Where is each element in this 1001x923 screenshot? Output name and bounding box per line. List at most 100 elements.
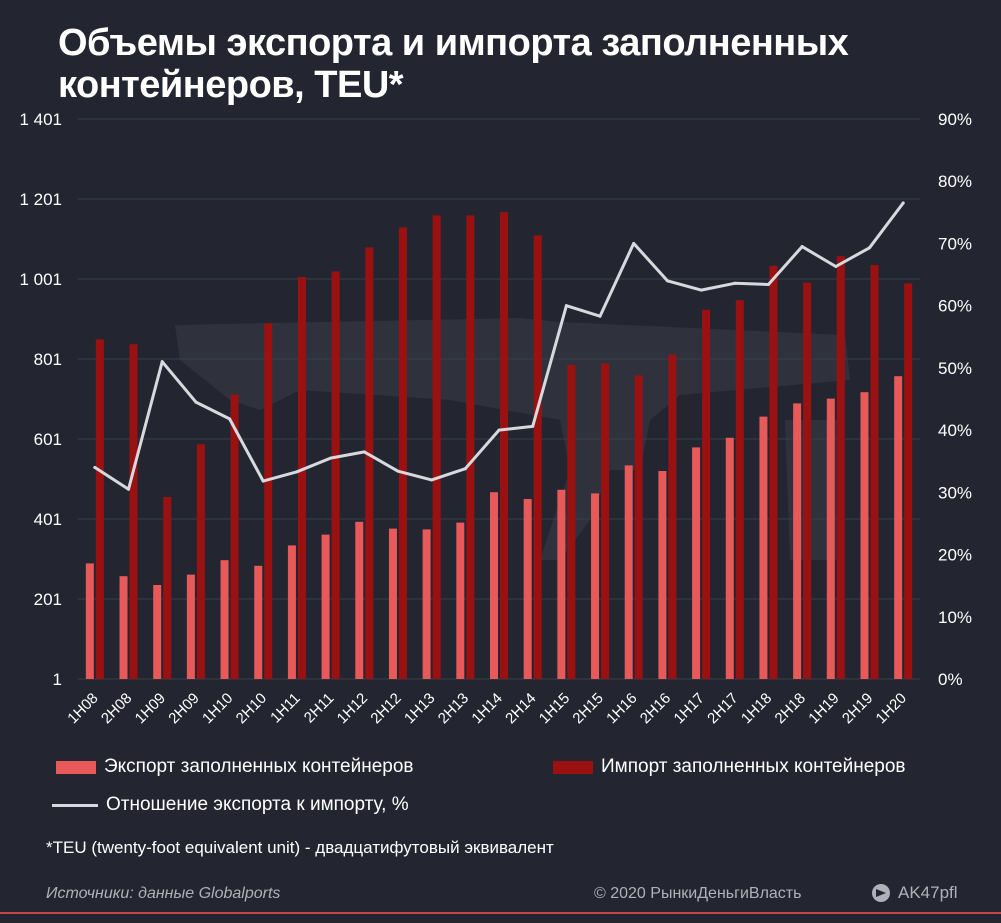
ratio-point (362, 450, 366, 454)
import-bar (331, 271, 340, 679)
export-bar (186, 574, 195, 679)
import-bar (95, 339, 104, 679)
x-tick-label: 1H12 (334, 690, 371, 727)
x-tick-label: 1H20 (873, 690, 910, 727)
brand-label: AK47pfl (898, 883, 958, 902)
x-tick-label: 1H14 (468, 690, 505, 727)
import-bar (668, 354, 677, 679)
bars-layer (85, 212, 913, 679)
import-bar (735, 300, 744, 679)
footer-bar: Источники: данные Globalports © 2020 Рын… (0, 876, 1001, 914)
y-left-tick-label: 401 (34, 510, 62, 529)
x-tick-label: 1H19 (805, 690, 842, 727)
ratio-point (834, 264, 838, 268)
import-bar (634, 375, 643, 679)
legend-export: Экспорт заполненных контейнеров (56, 756, 414, 778)
import-bar (836, 256, 845, 679)
x-tick-label: 2H14 (502, 690, 539, 727)
x-tick-label: 1H10 (199, 690, 236, 727)
ratio-point (733, 281, 737, 285)
export-bar (523, 499, 532, 679)
copyright-text: © 2020 РынкиДеньгиВласть (594, 885, 802, 902)
x-tick-label: 1H11 (267, 690, 304, 727)
ratio-point (295, 470, 299, 474)
legend-import: Импорт заполненных контейнеров (553, 756, 906, 778)
export-bar (557, 489, 566, 679)
x-tick-label: 2H16 (637, 690, 674, 727)
import-bar (870, 265, 879, 679)
export-bar (119, 576, 128, 679)
y-right-tick-label: 40% (938, 421, 972, 440)
ratio-point (665, 279, 669, 283)
import-bar (567, 365, 576, 679)
export-bar (422, 529, 431, 679)
import-bar (769, 265, 778, 679)
y-right-tick-label: 90% (938, 110, 972, 129)
ratio-point (901, 201, 905, 205)
import-bar (601, 363, 610, 679)
y-right-tick-label: 20% (938, 546, 972, 565)
import-bar (432, 215, 441, 679)
export-bar (692, 447, 701, 679)
export-bar (287, 545, 296, 679)
ratio-point (261, 479, 265, 483)
export-bar (321, 534, 330, 679)
import-bar (129, 344, 138, 679)
x-tick-label: 2H12 (367, 690, 404, 727)
brand: AK47pfl (872, 883, 958, 903)
x-tick-label: 2H10 (233, 690, 270, 727)
x-tick-label: 1H16 (603, 690, 640, 727)
y-left-tick-label: 1 001 (19, 270, 62, 289)
ratio-point (228, 417, 232, 421)
x-tick-label: 2H08 (98, 690, 135, 727)
x-tick-label: 1H15 (536, 690, 573, 727)
y-left-tick-label: 1 401 (19, 110, 62, 129)
x-tick-label: 2H18 (772, 690, 809, 727)
ratio-point (632, 241, 636, 245)
export-bar (85, 563, 94, 679)
y-right-tick-label: 10% (938, 608, 972, 627)
import-bar (398, 227, 407, 679)
gridlines (78, 118, 920, 680)
export-bar (490, 492, 498, 679)
export-bar (860, 392, 869, 679)
ratio-point (531, 424, 535, 428)
legend-ratio-label: Отношение экспорта к импорту, % (106, 794, 409, 815)
telegram-icon (872, 884, 890, 902)
x-tick-label: 1H13 (401, 690, 438, 727)
x-tick-label: 2H15 (569, 690, 606, 727)
export-bar (624, 465, 633, 679)
y-right-tick-label: 0% (938, 670, 963, 689)
ratio-point (699, 288, 703, 292)
import-bar (264, 323, 273, 679)
ratio-point (564, 304, 568, 308)
import-bar (533, 235, 542, 679)
y-right-tick-label: 70% (938, 234, 972, 253)
ratio-point (127, 487, 131, 491)
x-tick-label: 1H17 (671, 690, 708, 727)
y-right-tick-label: 30% (938, 483, 972, 502)
chart-title: Объемы экспорта и импорта заполненных ко… (58, 22, 849, 106)
ratio-point (766, 283, 770, 287)
legend-ratio-swatch (52, 803, 98, 807)
export-bar (220, 560, 229, 679)
footnote: *TEU (twenty-foot equivalent unit) - два… (46, 838, 554, 857)
import-bar (163, 497, 172, 679)
ratio-point (430, 478, 434, 482)
export-bar (591, 493, 600, 679)
ratio-point (194, 400, 198, 404)
x-tick-label: 2H11 (301, 690, 338, 727)
ratio-point (93, 465, 97, 469)
x-tick-label: 2H13 (435, 690, 472, 727)
y-left-tick-label: 201 (34, 590, 62, 609)
x-tick-label: 2H19 (839, 690, 876, 727)
ratio-point (598, 314, 602, 318)
source-text: Источники: данные Globalports (46, 885, 281, 902)
legend-import-label: Импорт заполненных контейнеров (601, 756, 906, 777)
ratio-point (329, 456, 333, 460)
x-tick-label: 1H08 (64, 690, 101, 727)
export-bar (254, 565, 263, 679)
export-bar (388, 528, 397, 679)
import-bar (196, 444, 205, 679)
legend-import-swatch (553, 760, 593, 774)
